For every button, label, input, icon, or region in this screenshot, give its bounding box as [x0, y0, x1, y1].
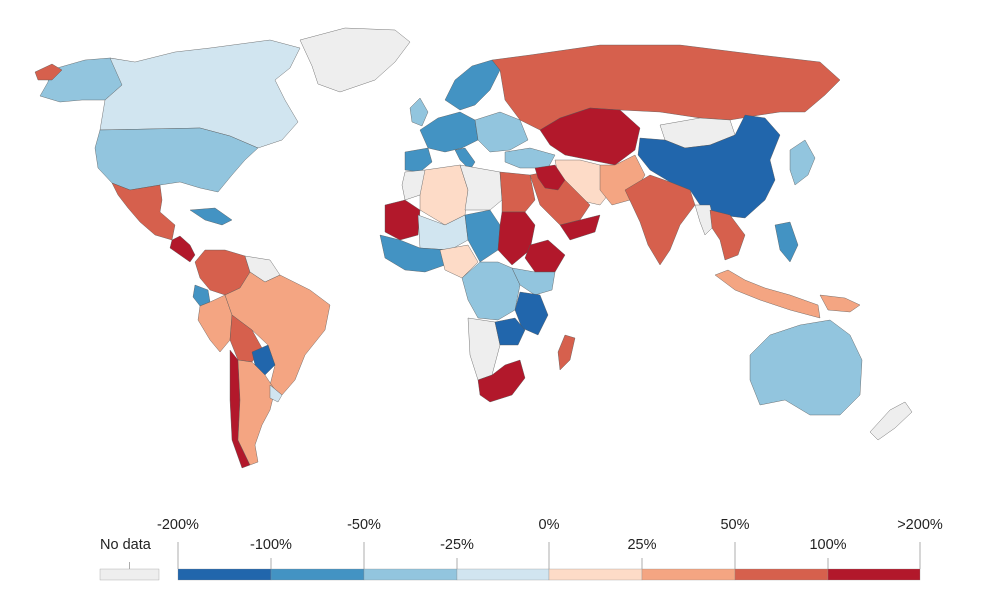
region-sudan: [497, 211, 536, 266]
legend-bin-5: [548, 568, 643, 581]
region-southeast-asia: [709, 209, 746, 261]
legend-bin-2: [270, 568, 365, 581]
legend-label-upper-4: 50%: [720, 517, 749, 533]
region-algeria: [419, 164, 469, 226]
region-japan-korea: [789, 139, 816, 186]
legend-bin-7: [734, 568, 829, 581]
region-ireland-uk: [409, 97, 429, 127]
legend-label-upper-3: 0%: [539, 517, 560, 533]
legend-label-upper-5: >200%: [897, 517, 943, 533]
legend-label-lower-4: 100%: [809, 537, 846, 553]
legend-nodata-label: No data: [100, 537, 152, 553]
region-australia: [749, 319, 863, 416]
region-zambia-zimbabwe: [494, 317, 526, 346]
region-kazakhstan-central-asia: [539, 107, 641, 166]
region-argentina: [237, 359, 276, 466]
region-new-zealand: [869, 401, 913, 441]
region-iberia: [404, 147, 433, 173]
region-uruguay: [269, 384, 283, 403]
region-egypt: [499, 171, 536, 213]
region-greenland: [299, 27, 411, 93]
region-iceland: [34, 63, 63, 81]
legend-bin-6: [641, 568, 736, 581]
region-russia: [491, 44, 841, 131]
region-cuba: [189, 207, 233, 226]
region-central-america: [169, 235, 196, 263]
region-eastern-europe: [474, 111, 529, 153]
legend-label-upper-2: -50%: [347, 517, 381, 533]
legend-color-scale: [177, 568, 921, 581]
region-western-europe: [419, 111, 479, 153]
legend-label-lower-2: -25%: [440, 537, 474, 553]
region-mexico: [111, 182, 176, 241]
legend-label-lower-3: 25%: [627, 537, 656, 553]
region-italy: [454, 147, 476, 171]
legend: No data -200% -50% 0% 50% >200% -100% -2…: [99, 517, 943, 581]
region-angola-namibia: [467, 317, 501, 381]
region-mauritania: [384, 199, 421, 241]
region-tanzania-mozambique: [514, 291, 549, 336]
legend-label-upper-1: -200%: [157, 517, 199, 533]
region-yemen: [559, 214, 601, 241]
region-brazil: [224, 271, 331, 396]
region-iraq-syria: [534, 164, 566, 191]
world-map: [34, 27, 913, 469]
region-scandinavia: [444, 59, 501, 111]
region-philippines: [774, 221, 799, 263]
legend-bin-8: [827, 568, 921, 581]
legend-label-lower-1: -100%: [250, 537, 292, 553]
region-turkey: [504, 147, 556, 169]
legend-nodata-swatch: [99, 568, 160, 581]
region-papua: [819, 294, 861, 313]
region-india: [624, 174, 696, 266]
region-indonesia: [714, 269, 821, 319]
legend-bin-1: [177, 568, 272, 581]
region-east-africa: [511, 267, 556, 296]
region-south-africa: [477, 359, 526, 403]
legend-bin-4: [456, 568, 550, 581]
region-united-states: [94, 127, 259, 193]
region-myanmar: [694, 204, 716, 236]
region-nigeria: [439, 244, 479, 279]
region-madagascar: [557, 334, 576, 371]
region-central-africa: [461, 261, 521, 321]
legend-bin-3: [363, 568, 458, 581]
region-ethiopia: [524, 239, 566, 273]
